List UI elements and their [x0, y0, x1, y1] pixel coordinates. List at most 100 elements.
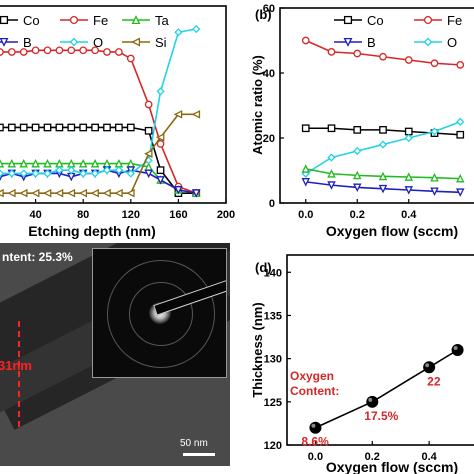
x-tick-label: 0.2: [350, 209, 365, 221]
x-tick-label: 0.2: [365, 451, 380, 463]
series-line-co: [0, 126, 197, 194]
marker-triangle-up: [430, 172, 439, 182]
legend-label: Ta: [155, 13, 170, 28]
marker-triangle-down: [352, 183, 362, 193]
x-tick-label: 0.4: [401, 209, 417, 221]
data-point-highlight: [453, 346, 458, 350]
marker-circle: [423, 15, 433, 25]
annotation-line-1: Oxygen: [290, 369, 334, 383]
marker-triangle-down: [156, 176, 165, 185]
legend-label: B: [367, 35, 376, 50]
legend-label: Co: [23, 13, 40, 28]
y-tick-label: 135: [264, 310, 282, 322]
marker-diamond: [456, 117, 465, 126]
marker-circle: [456, 61, 465, 69]
marker-circle: [353, 49, 362, 58]
x-tick-label: 160: [169, 209, 187, 221]
plot-frame: [279, 7, 474, 204]
marker-triangle-up: [31, 158, 40, 168]
marker-circle: [7, 48, 16, 56]
marker-triangle-left: [19, 188, 28, 198]
marker-circle: [144, 100, 153, 109]
marker-diamond: [69, 37, 79, 47]
marker-square: [0, 123, 4, 132]
marker-triangle-up: [378, 171, 388, 181]
panel-d-chart: 0.0 0.2 0.4 120 125 130 135 140 Oxygen flow (scc…: [250, 254, 474, 474]
marker-diamond: [67, 166, 76, 175]
marker-triangle-up: [0, 159, 5, 168]
marker-triangle-up: [327, 169, 336, 178]
data-point: [423, 361, 436, 374]
marker-triangle-up: [404, 172, 414, 181]
marker-circle: [379, 52, 387, 61]
x-tick-label: 200: [217, 209, 235, 221]
marker-triangle-left: [126, 188, 135, 198]
y-axis-title: Thickness (nm): [250, 302, 265, 397]
marker-triangle-down: [144, 169, 153, 179]
marker-diamond: [102, 166, 112, 175]
marker-circle: [67, 46, 76, 55]
marker-circle: [31, 46, 40, 55]
marker-diamond: [378, 140, 388, 149]
marker-square: [404, 127, 413, 136]
panel-label: (d): [255, 260, 272, 275]
panel-a-chart: 40 80 120 160 200 Etching depth (nm) Co Fe Ta B O S…: [0, 5, 235, 239]
marker-triangle-down: [0, 37, 9, 47]
marker-triangle-up: [301, 164, 311, 173]
marker-triangle-left: [131, 37, 141, 47]
marker-diamond: [174, 28, 183, 37]
x-tick-label: 0.0: [308, 451, 323, 463]
marker-circle: [126, 54, 135, 63]
thickness-marker: [18, 321, 20, 427]
diffraction-ring: [107, 260, 215, 368]
marker-square: [67, 123, 76, 132]
saed-pattern-inset: [92, 248, 227, 378]
y-tick-label: 40: [263, 68, 275, 80]
marker-circle: [301, 36, 310, 45]
marker-square: [115, 123, 123, 132]
x-tick-label: 0.4: [421, 451, 437, 463]
marker-triangle-left: [143, 149, 153, 159]
y-tick-label: 0: [269, 198, 275, 210]
marker-diamond: [43, 169, 52, 178]
panel-a-plot-area: [0, 24, 201, 198]
legend-label: O: [447, 35, 457, 50]
y-tick-label: 125: [264, 397, 282, 409]
marker-square: [7, 123, 16, 132]
marker-square: [0, 15, 9, 25]
marker-triangle-up: [19, 158, 28, 168]
point-label: 22: [427, 374, 441, 388]
marker-triangle-up: [7, 158, 17, 168]
plot-frame: [0, 5, 227, 204]
marker-diamond: [430, 127, 439, 136]
marker-diamond: [31, 169, 40, 178]
data-point-highlight: [368, 397, 373, 402]
marker-triangle-left: [173, 110, 183, 119]
marker-square: [156, 166, 165, 175]
data-point-highlight: [311, 423, 316, 428]
y-tick-label: 20: [263, 133, 275, 145]
marker-square: [301, 124, 310, 133]
marker-diamond: [192, 24, 201, 34]
marker-square: [343, 15, 353, 25]
marker-triangle-down: [430, 187, 439, 196]
marker-diamond: [126, 169, 135, 178]
marker-square: [103, 123, 111, 132]
marker-square: [327, 124, 336, 133]
marker-triangle-left: [102, 188, 111, 198]
y-tick-label: 140: [264, 267, 282, 279]
tem-micrograph: ntent: 25.3% 31nm 50 nm: [0, 243, 230, 466]
point-label: 8.6%: [301, 435, 329, 449]
marker-diamond: [327, 153, 336, 162]
marker-circle: [69, 15, 79, 25]
x-axis-title: Oxygen flow (sccm): [326, 459, 458, 474]
series-line-si: [0, 113, 197, 194]
marker-triangle-down: [378, 184, 388, 194]
marker-triangle-left: [114, 188, 123, 198]
x-tick-label: 0.0: [298, 209, 313, 221]
marker-triangle-up: [144, 162, 153, 171]
marker-triangle-left: [155, 133, 165, 142]
marker-triangle-left: [90, 188, 99, 198]
marker-circle: [327, 48, 336, 56]
marker-circle: [91, 46, 99, 55]
